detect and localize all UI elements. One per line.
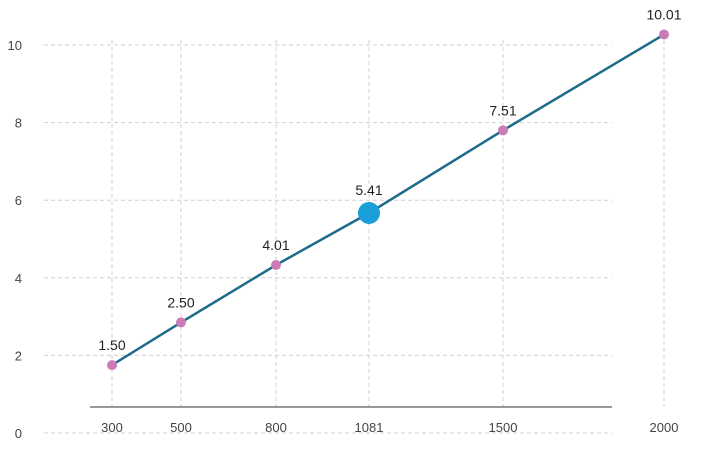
data-label-1.50: 1.50 — [98, 337, 125, 353]
x-tick-label-300: 300 — [101, 420, 123, 435]
y-tick-label-10: 10 — [8, 38, 22, 53]
x-tick-label-1081: 1081 — [355, 420, 384, 435]
data-label-7.51: 7.51 — [489, 102, 516, 118]
x-tick-label-500: 500 — [170, 420, 192, 435]
data-label-2.50: 2.50 — [167, 294, 194, 310]
data-label-10.01: 10.01 — [646, 7, 681, 23]
vertical-gridlines — [111, 40, 665, 407]
point-marker-2.50 — [176, 317, 186, 328]
horizontal-gridlines — [44, 44, 612, 434]
x-tick-label-2000: 2000 — [650, 420, 679, 435]
x-tick-label-800: 800 — [265, 420, 287, 435]
y-tick-label-8: 8 — [15, 116, 22, 131]
y-axis-tick-labels: 0 2 4 6 8 10 — [8, 38, 22, 441]
highlighted-point-marker — [358, 202, 380, 225]
y-tick-label-4: 4 — [15, 271, 22, 286]
series-line — [111, 33, 665, 367]
point-marker-10.01 — [659, 29, 669, 40]
point-marker-7.51 — [498, 125, 508, 136]
data-labels: 1.50 2.50 4.01 5.41 7.51 10.01 — [98, 7, 681, 354]
x-axis-tick-labels: 300 500 800 1081 1500 2000 — [101, 420, 678, 435]
data-point-markers — [107, 29, 669, 371]
point-marker-4.01 — [271, 259, 281, 270]
x-tick-label-1500: 1500 — [489, 420, 518, 435]
data-label-5.41: 5.41 — [355, 182, 382, 198]
data-label-4.01: 4.01 — [262, 237, 289, 253]
y-tick-label-0: 0 — [15, 426, 22, 441]
point-marker-1.50 — [107, 360, 117, 371]
y-tick-label-2: 2 — [15, 348, 22, 363]
y-tick-label-6: 6 — [15, 193, 22, 208]
